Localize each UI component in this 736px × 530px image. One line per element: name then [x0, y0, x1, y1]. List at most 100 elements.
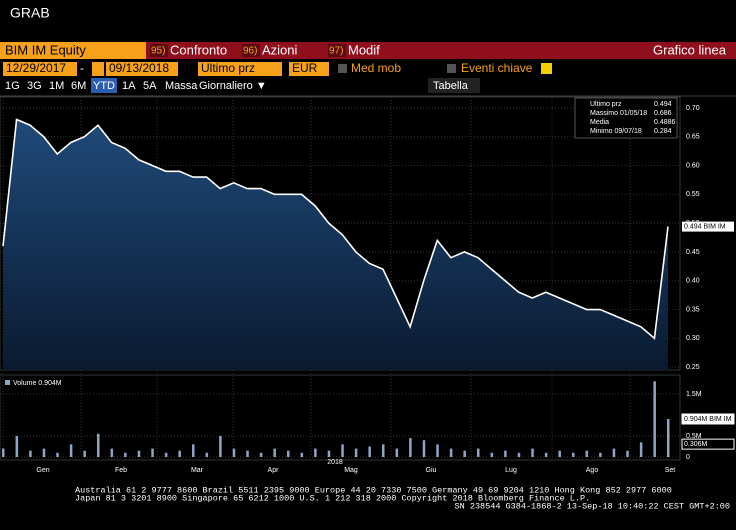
y-tick-label: 0.25: [686, 364, 700, 371]
volume-bar: [517, 452, 521, 457]
volume-bar: [599, 452, 602, 457]
volume-bar: [110, 448, 114, 457]
volume-bar: [436, 444, 439, 457]
active-period[interactable]: [91, 78, 117, 93]
period[interactable]: 6M: [71, 80, 86, 92]
y-tick-label: 0: [686, 454, 690, 461]
toolbar: 12/29/2017 - 09/13/2018 Ultimo prz EUR M…: [3, 61, 552, 76]
last-price-box: [682, 221, 734, 232]
menu-key: 96): [243, 46, 257, 57]
end-date-field[interactable]: [106, 62, 178, 76]
last-price-label: 0.494 BIM IM: [684, 223, 726, 230]
x-tick-label: Lug: [505, 467, 517, 474]
volume-bar: [477, 448, 480, 457]
y-tick-label: 1.5M: [686, 391, 702, 398]
volume-bar: [246, 450, 249, 457]
legend: [574, 97, 678, 139]
volume-bar: [29, 450, 32, 457]
volume-bar: [667, 418, 670, 457]
field-select[interactable]: [198, 62, 282, 76]
volume-bar: [639, 442, 643, 457]
table-button[interactable]: [428, 78, 480, 93]
y-tick-label: 0.30: [686, 335, 700, 342]
volume-bar: [544, 452, 548, 457]
year-label: 2018: [327, 459, 343, 466]
volume-bar: [192, 444, 195, 457]
volume-marker-label: 0.904M BIM IM: [684, 416, 732, 423]
period[interactable]: 5A: [143, 80, 157, 92]
ticker-box[interactable]: [0, 42, 146, 59]
y-tick-label: 0.5M: [686, 433, 702, 440]
period-buttons: 1G 3G 1M 6M YTD 1A 5A Massa Giornaliero ▼: [5, 78, 267, 93]
volume-bar: [409, 438, 412, 457]
x-tick-label: Giu: [426, 467, 437, 474]
checkbox[interactable]: [338, 64, 347, 73]
menu-key-box[interactable]: [150, 44, 168, 57]
volume-bar: [612, 448, 616, 457]
menu-key: 95): [151, 46, 165, 57]
y-tick-label: 0.45: [686, 249, 700, 256]
y-tick-label: 0.70: [686, 105, 700, 112]
menu-bar: [146, 42, 736, 59]
spacer-field[interactable]: [92, 62, 104, 76]
checkbox[interactable]: [447, 64, 456, 73]
y-tick-label: 0.65: [686, 134, 700, 141]
volume-bar: [69, 444, 73, 457]
legend-value: 0.686: [654, 110, 672, 117]
currency-select[interactable]: [289, 62, 329, 76]
legend-value: 0.4886: [654, 119, 676, 126]
info-icon[interactable]: [541, 63, 552, 74]
volume-legend: Volume 0.904M: [13, 380, 62, 387]
legend-value: 0.284: [654, 128, 672, 135]
events: Eventi chiave: [461, 61, 533, 75]
x-tick-label: Apr: [268, 467, 280, 474]
period[interactable]: 1G: [5, 80, 20, 92]
volume-marker-box: [681, 413, 735, 425]
volume-bar: [15, 435, 19, 457]
volume-bar: [354, 448, 358, 457]
volume-bar: [56, 452, 59, 457]
view-name: Grafico linea: [653, 42, 727, 57]
volume-bar: [395, 448, 399, 457]
x-tick-label: Ago: [586, 467, 599, 474]
table-label: Tabella: [433, 80, 469, 92]
period[interactable]: Massa: [165, 80, 198, 92]
field: Ultimo prz: [201, 61, 255, 75]
volume-bar: [341, 444, 344, 457]
period[interactable]: YTD: [93, 80, 115, 92]
footer-line: SN 238544 G384-1868-2 13-Sep-18 10:40:22…: [455, 501, 730, 511]
volume-bar: [368, 446, 371, 457]
menu-key-box[interactable]: [242, 44, 260, 57]
legend-name: Minimo 09/07/18: [590, 128, 642, 135]
period[interactable]: Giornaliero ▼: [199, 80, 267, 92]
volume-bar: [531, 448, 534, 457]
volume-bar: [205, 452, 209, 457]
x-tick-label: Mag: [344, 467, 358, 474]
legend-name: Media: [590, 119, 609, 126]
price-line: [2, 118, 669, 340]
volume-marker-box: [681, 438, 735, 450]
period[interactable]: 3G: [27, 80, 42, 92]
volume-bar: [219, 435, 222, 457]
volume-bar: [504, 450, 507, 457]
period[interactable]: 1M: [49, 80, 64, 92]
y-tick-label: 0.60: [686, 162, 700, 169]
volume-bar: [124, 452, 127, 457]
menu-label: Modif: [348, 42, 380, 57]
volume-bar: [232, 448, 236, 457]
end-date: 09/13/2018: [109, 61, 169, 75]
volume-bar: [178, 450, 181, 457]
volume-marker-label: 0.306M: [684, 441, 708, 448]
start-date-field[interactable]: [3, 62, 77, 76]
volume-bar: [422, 440, 426, 457]
volume-bar: [137, 450, 141, 457]
period[interactable]: 1A: [122, 80, 136, 92]
legend-value: 0.494: [654, 101, 672, 108]
y-tick-label: 0.35: [686, 306, 700, 313]
volume-bar: [97, 433, 100, 457]
chart: Gen Feb Mar Apr Mag Giu Lug Ago Set 2018 0.70 0.65 0…: [0, 96, 735, 474]
menu-key-box[interactable]: [328, 44, 346, 57]
x-tick-label: Gen: [36, 467, 49, 474]
menu-label: Confronto: [170, 42, 227, 57]
